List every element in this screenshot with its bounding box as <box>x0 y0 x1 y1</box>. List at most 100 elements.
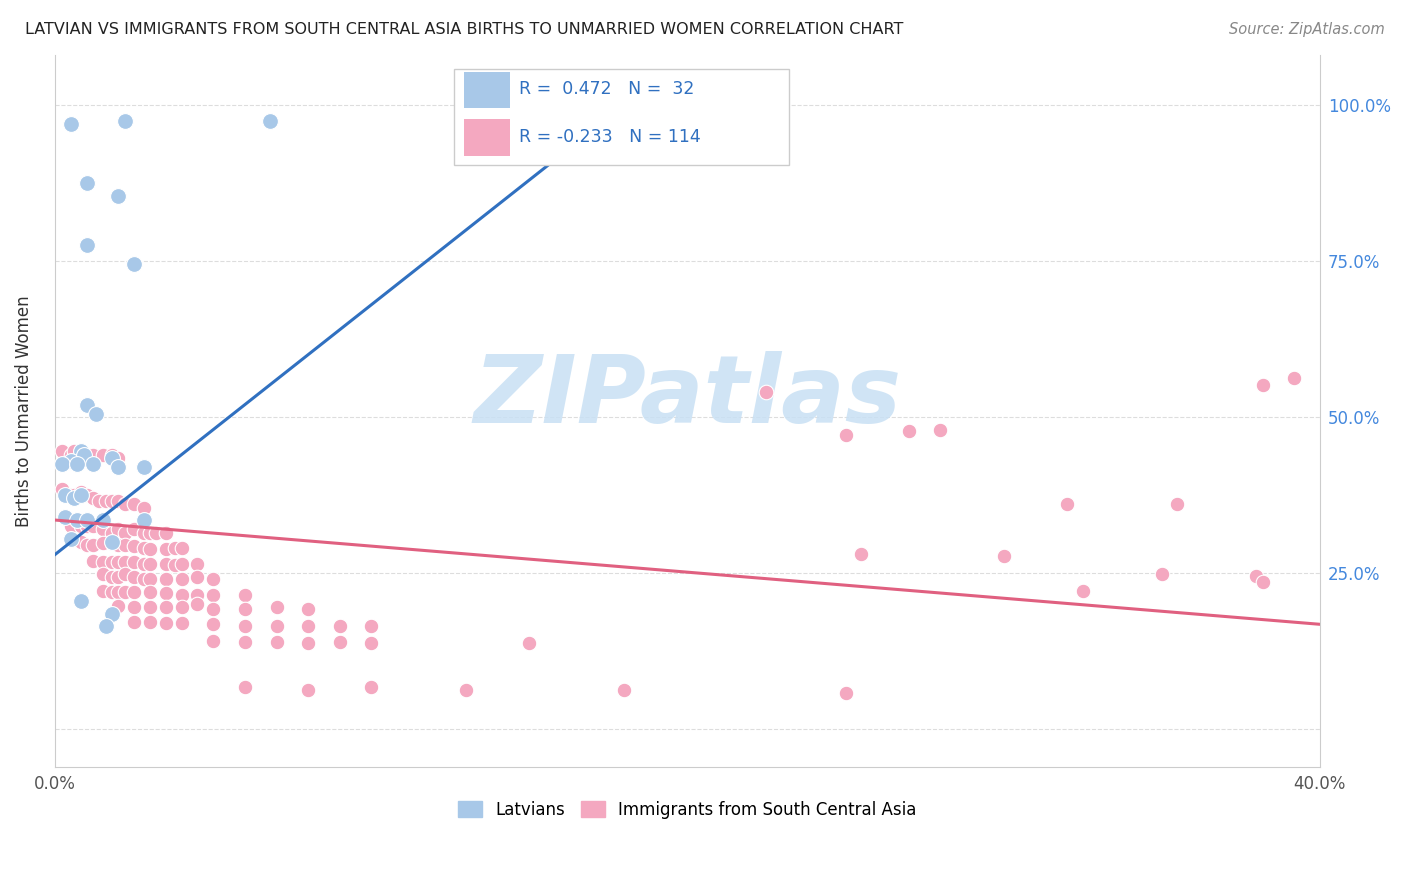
Point <box>155 525 177 540</box>
Point <box>155 586 177 600</box>
Point <box>101 607 124 621</box>
Point <box>266 600 288 615</box>
Point <box>91 583 114 598</box>
Point <box>202 588 225 602</box>
Point <box>69 488 91 502</box>
FancyBboxPatch shape <box>464 120 510 156</box>
Point <box>114 538 136 552</box>
Point <box>107 599 129 613</box>
Point <box>101 570 124 584</box>
Point <box>107 570 129 584</box>
Point <box>107 555 129 569</box>
Point <box>63 488 86 502</box>
Point <box>165 558 187 572</box>
Point <box>297 602 319 616</box>
Point <box>51 444 73 458</box>
Point <box>60 532 83 546</box>
Point <box>107 188 129 202</box>
Point <box>186 588 208 602</box>
Point <box>101 584 124 599</box>
Point <box>69 444 91 458</box>
Point <box>76 448 98 462</box>
Point <box>82 538 104 552</box>
Point <box>1251 575 1274 590</box>
Point <box>132 572 155 586</box>
Point <box>613 683 636 698</box>
Point <box>91 555 114 569</box>
Point <box>122 539 145 553</box>
Point <box>132 541 155 556</box>
Point <box>1071 583 1094 598</box>
Point <box>107 584 129 599</box>
Point <box>233 680 256 694</box>
Point <box>155 615 177 630</box>
Point <box>132 500 155 515</box>
Point <box>139 542 162 557</box>
Point <box>107 538 129 552</box>
Point <box>139 525 162 540</box>
Point <box>91 513 114 527</box>
Point <box>1284 371 1306 385</box>
Point <box>834 686 856 700</box>
FancyBboxPatch shape <box>464 71 510 109</box>
Point <box>360 619 382 633</box>
Legend: Latvians, Immigrants from South Central Asia: Latvians, Immigrants from South Central … <box>451 795 924 826</box>
Point <box>66 457 89 471</box>
Point <box>139 557 162 571</box>
Point <box>132 525 155 540</box>
Point <box>94 619 117 633</box>
Text: ZIPatlas: ZIPatlas <box>474 351 901 442</box>
Point <box>69 594 91 608</box>
Point <box>266 619 288 633</box>
Point <box>297 682 319 697</box>
Point <box>929 423 952 437</box>
Point <box>233 601 256 615</box>
Point <box>107 460 129 475</box>
Point <box>1251 377 1274 392</box>
Point <box>114 555 136 569</box>
Y-axis label: Births to Unmarried Women: Births to Unmarried Women <box>15 295 32 526</box>
Point <box>63 444 86 458</box>
Point <box>202 601 225 615</box>
Point <box>114 498 136 512</box>
Point <box>122 599 145 614</box>
Point <box>60 117 83 131</box>
Point <box>755 385 778 400</box>
Point <box>76 519 98 533</box>
Point <box>76 238 98 252</box>
Point <box>76 538 98 552</box>
Point <box>170 572 193 586</box>
Point <box>360 680 382 694</box>
Point <box>145 525 167 540</box>
Point <box>53 510 76 524</box>
Point <box>82 519 104 533</box>
Point <box>122 584 145 599</box>
Point <box>1150 567 1173 582</box>
Point <box>69 485 91 500</box>
Point <box>170 541 193 556</box>
Point <box>297 636 319 650</box>
Point <box>91 523 114 537</box>
Point <box>155 557 177 571</box>
Point <box>139 584 162 599</box>
Point <box>360 636 382 650</box>
Point <box>155 542 177 557</box>
Point <box>107 523 129 537</box>
Point <box>233 634 256 648</box>
Point <box>114 525 136 540</box>
Point <box>993 549 1015 563</box>
Point <box>233 619 256 633</box>
Point <box>76 398 98 412</box>
Point <box>259 113 281 128</box>
Point <box>233 588 256 602</box>
Point <box>82 457 104 471</box>
Point <box>53 488 76 502</box>
Point <box>897 424 920 438</box>
Point <box>101 494 124 508</box>
Point <box>107 450 129 465</box>
Point <box>186 570 208 584</box>
Point <box>114 567 136 582</box>
Point <box>73 448 96 462</box>
Point <box>91 448 114 462</box>
Point <box>76 513 98 527</box>
